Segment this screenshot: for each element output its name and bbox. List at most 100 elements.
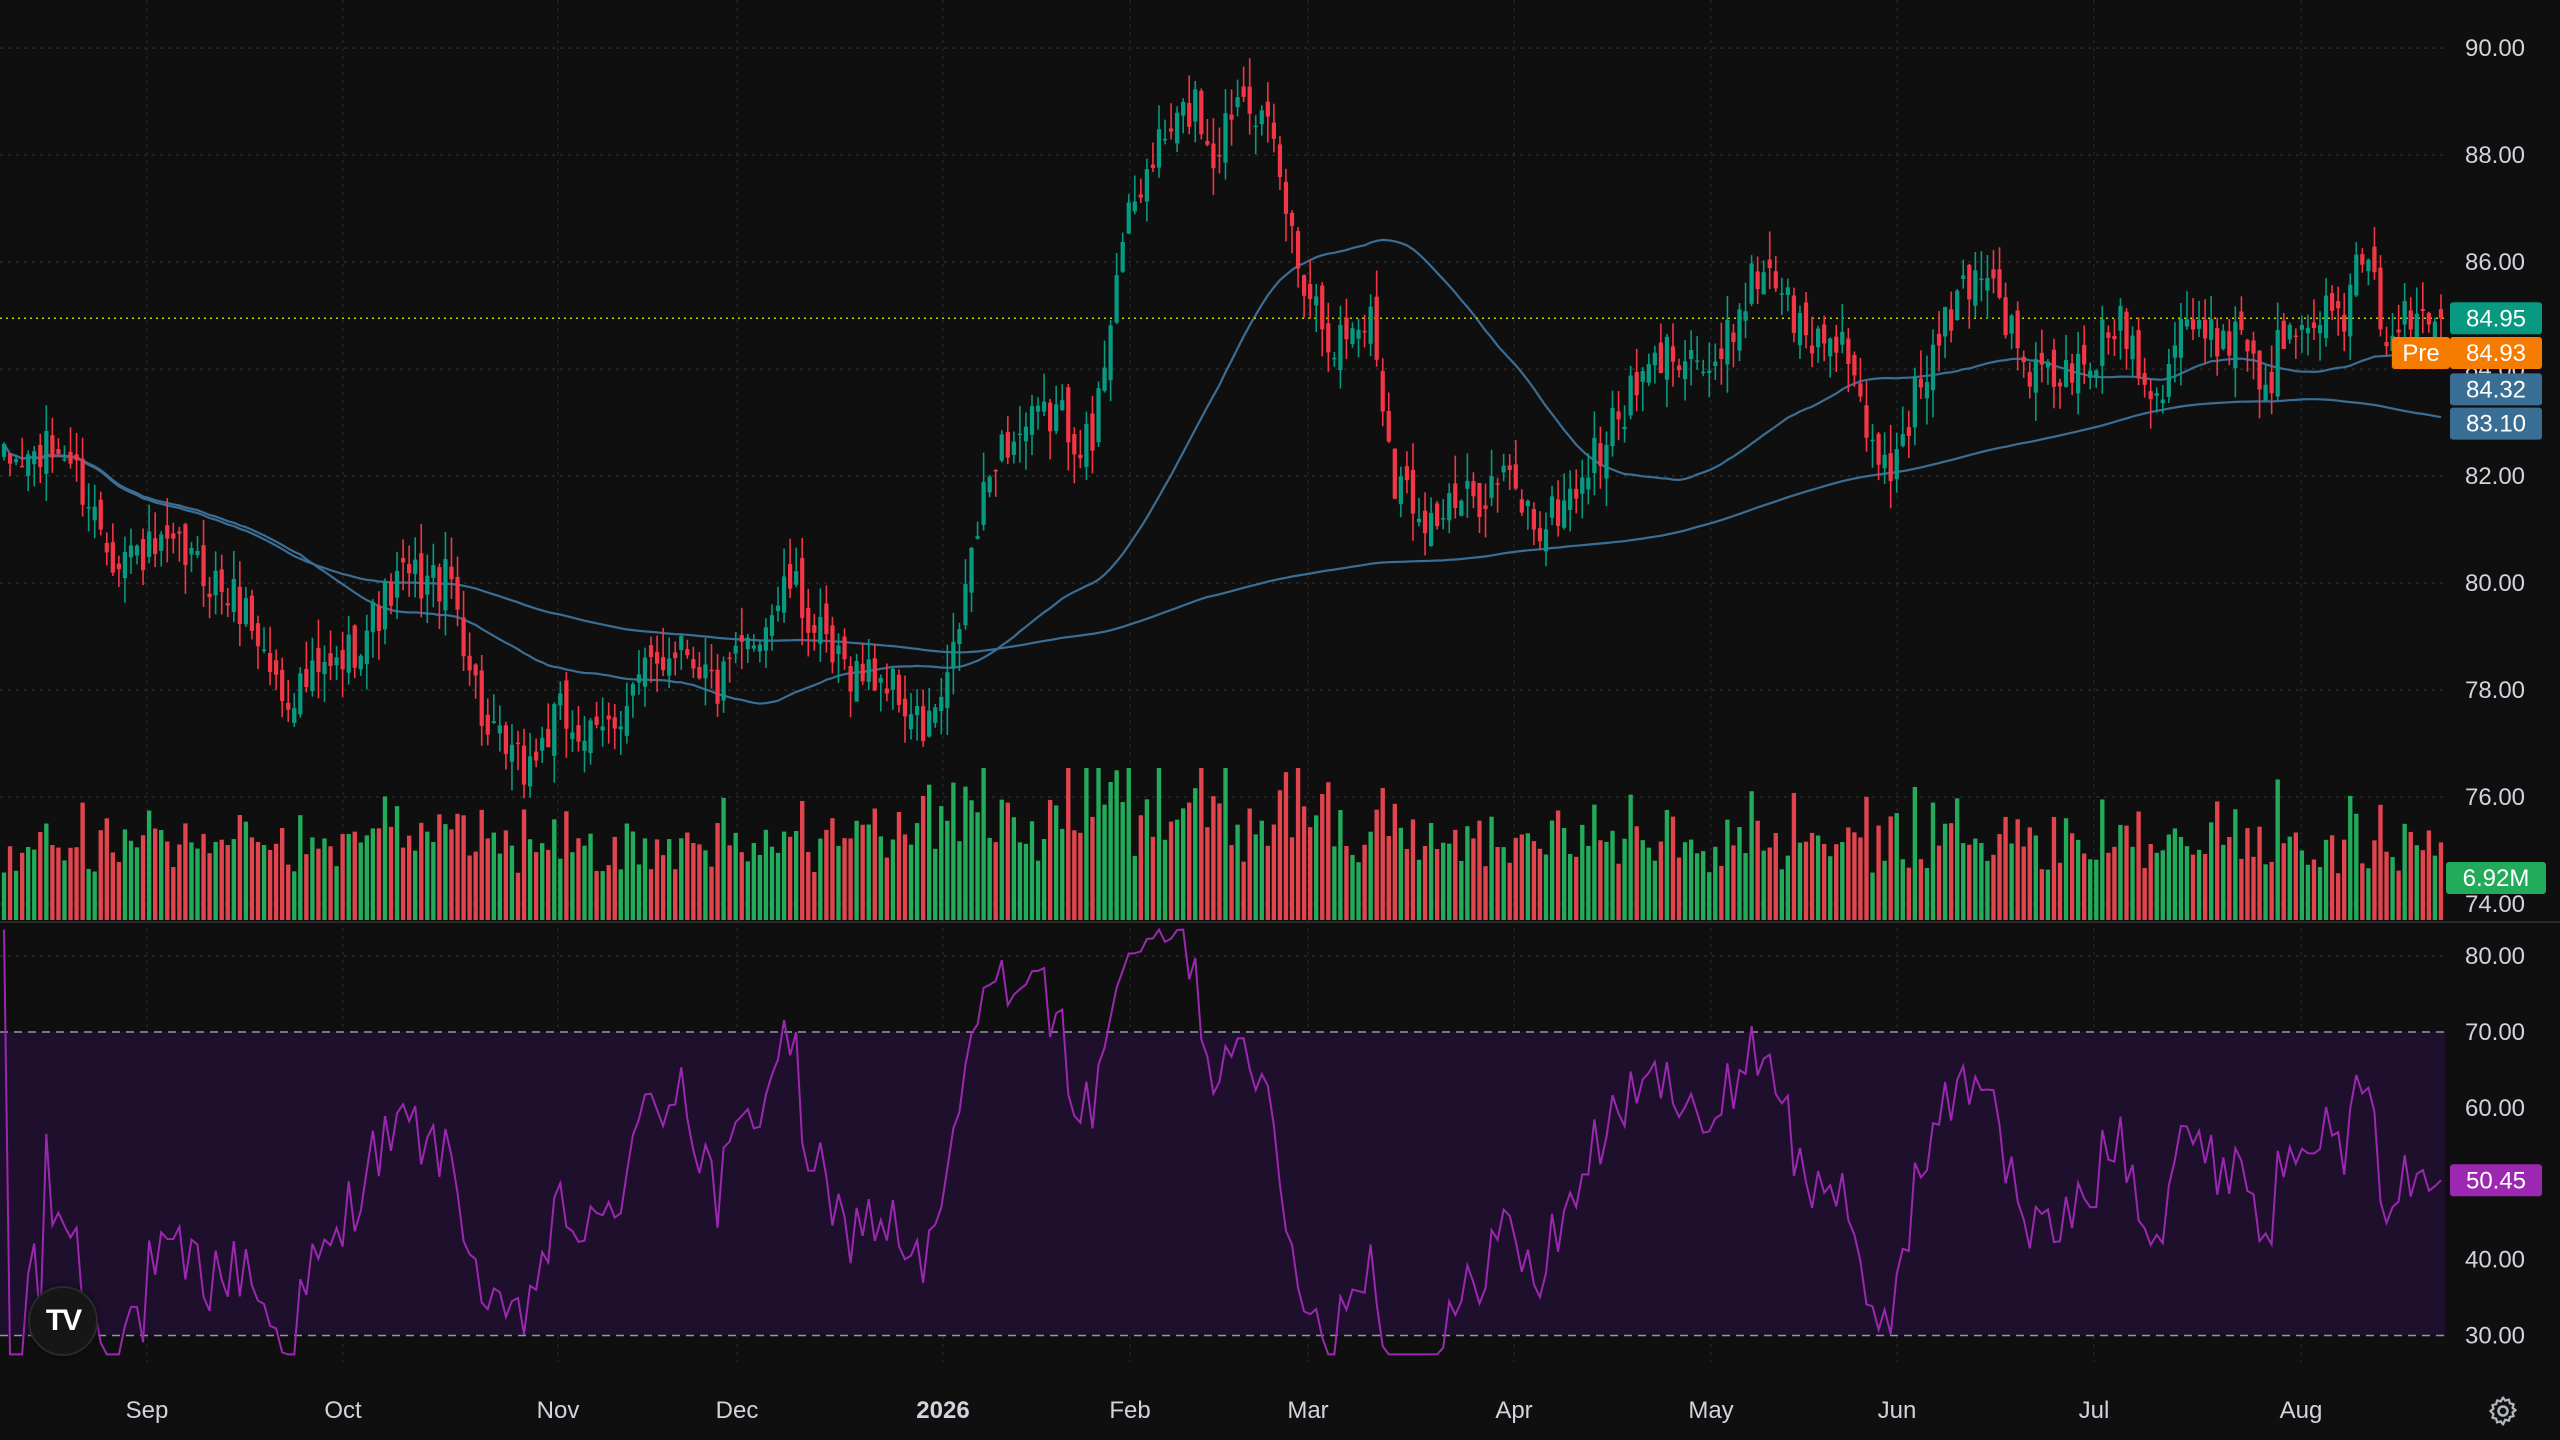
volume-bar — [1936, 845, 1942, 920]
tradingview-logo-icon[interactable]: TV — [28, 1286, 98, 1356]
volume-bar — [1187, 802, 1192, 920]
volume-bar — [1314, 815, 1319, 920]
volume-bar — [1114, 770, 1119, 920]
volume-bar — [1180, 808, 1186, 920]
volume-bar — [1894, 813, 1899, 920]
candle-body — [2239, 311, 2244, 331]
candle-body — [1017, 433, 1023, 436]
volume-bar — [2360, 863, 2365, 920]
candle-body — [1338, 324, 1343, 371]
logo-text: TV — [45, 1304, 82, 1337]
candle-body — [1682, 361, 1688, 380]
candle-body — [153, 538, 158, 555]
candle-body — [376, 605, 382, 631]
candle-body — [878, 678, 883, 683]
volume-bar — [1543, 854, 1549, 920]
candle-body — [2184, 319, 2190, 327]
candle-body — [1175, 112, 1180, 144]
candle-body — [890, 668, 896, 690]
candle-body — [957, 629, 962, 644]
volume-bar — [1646, 847, 1651, 920]
candle-body — [2426, 312, 2431, 325]
volume-bar — [1501, 847, 1506, 920]
candle-body — [1435, 503, 1440, 527]
volume-bar — [1241, 861, 1246, 920]
grid-lines — [0, 0, 2560, 1362]
volume-bar — [618, 869, 623, 920]
candle-body — [1084, 423, 1089, 468]
volume-bar — [969, 800, 974, 920]
volume-bar — [2354, 813, 2359, 920]
candle-body — [927, 710, 932, 737]
pre-label-badge: Pre — [2392, 337, 2450, 370]
candle-body — [1761, 272, 1766, 295]
pre-price-badge: 84.93 — [2450, 337, 2542, 370]
volume-bar — [1779, 869, 1785, 920]
volume-bar — [1017, 842, 1023, 920]
price-tick-label: 90.00 — [2465, 35, 2525, 62]
candle-body — [546, 728, 551, 748]
volume-bar — [201, 833, 206, 920]
volume-bar — [908, 844, 914, 920]
volume-bar — [104, 818, 109, 920]
rsi-value-badge-bg — [2450, 1164, 2542, 1197]
candle-body — [2160, 399, 2165, 404]
volume-bar — [1428, 822, 1434, 920]
volume-bar — [1906, 867, 1911, 920]
volume-bar — [1434, 849, 1440, 920]
candle-body — [999, 434, 1004, 461]
candle-body — [1519, 499, 1524, 513]
volume-bar — [1441, 842, 1446, 920]
candle-body — [2027, 372, 2032, 387]
volume-bar — [298, 815, 303, 920]
volume-bar — [848, 838, 853, 920]
candle-body — [461, 617, 466, 657]
volume-bar — [2202, 854, 2208, 920]
candle-body — [1955, 290, 1960, 320]
volume-bar — [1247, 808, 1252, 920]
volume-bar — [1858, 837, 1863, 920]
volume-bar — [1604, 841, 1609, 920]
candle-body — [1815, 328, 1821, 348]
volume-bar — [1338, 810, 1343, 920]
price-tick-label: 82.00 — [2465, 463, 2525, 490]
volume-bar — [1707, 872, 1712, 920]
candle-body — [1211, 143, 1216, 169]
volume-bar — [1259, 820, 1264, 920]
ma-long-badge: 83.10 — [2450, 407, 2542, 440]
volume-bar — [400, 847, 406, 920]
candle-body — [80, 458, 85, 505]
candle-body — [177, 531, 182, 534]
volume-bar — [98, 830, 103, 920]
rsi-value-badge: 50.45 — [2450, 1164, 2542, 1197]
candle-body — [1356, 329, 1361, 339]
rsi-tick-label: 40.00 — [2465, 1247, 2525, 1274]
candle-body — [1743, 311, 1748, 321]
candle-body — [1011, 441, 1016, 455]
volume-bar — [1664, 809, 1670, 920]
candle-body — [2251, 340, 2256, 354]
ma-short-badge-bg — [2450, 373, 2542, 406]
volume-bar — [2390, 857, 2395, 920]
volume-bar — [261, 845, 267, 920]
candle-body — [534, 751, 539, 761]
volume-bar — [975, 812, 980, 920]
volume-bar — [515, 872, 521, 920]
volume-bar — [588, 833, 593, 920]
volume-bar — [1398, 827, 1404, 920]
volume-bar — [2196, 849, 2202, 920]
candle-body — [1755, 271, 1760, 290]
candle-body — [1132, 201, 1137, 212]
volume-bar — [1162, 839, 1168, 920]
volume-bar — [2166, 834, 2172, 920]
volume-bar — [122, 829, 128, 920]
volume-bar — [146, 810, 152, 920]
candle-body — [1441, 518, 1446, 520]
volume-bar — [1410, 819, 1416, 920]
candle-body — [1350, 328, 1355, 344]
volume-bar — [183, 823, 188, 920]
volume-bar — [2251, 856, 2256, 920]
volume-bar — [497, 853, 503, 920]
gear-icon[interactable] — [2486, 1394, 2520, 1428]
